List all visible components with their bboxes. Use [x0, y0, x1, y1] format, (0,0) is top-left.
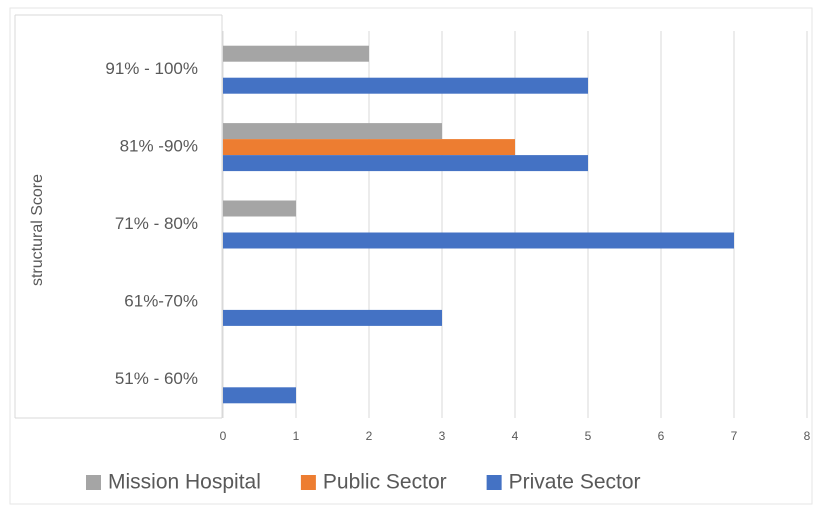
- x-tick-label: 0: [220, 429, 227, 443]
- legend-swatch: [86, 475, 101, 490]
- y-tick-label: 91% - 100%: [105, 59, 198, 78]
- bar: [223, 309, 442, 326]
- y-axis-title: structural Score: [29, 174, 46, 286]
- bar: [223, 45, 369, 62]
- y-tick-label: 71% - 80%: [115, 214, 198, 233]
- x-tick-label: 1: [293, 429, 300, 443]
- bar: [223, 200, 296, 217]
- bar: [223, 77, 588, 94]
- legend-swatch: [300, 475, 316, 490]
- x-tick-label: 8: [804, 429, 811, 443]
- x-tick-label: 6: [658, 429, 665, 443]
- x-tick-label: 5: [585, 429, 592, 443]
- x-tick-label: 4: [512, 429, 519, 443]
- y-tick-label: 61%-70%: [124, 291, 198, 310]
- y-tick-label: 81% -90%: [120, 137, 198, 156]
- legend-label: Private Sector: [509, 471, 641, 494]
- x-tick-label: 7: [731, 429, 738, 443]
- x-tick-label: 2: [366, 429, 373, 443]
- bar: [223, 123, 442, 140]
- bar: [223, 155, 588, 172]
- legend-label: Public Sector: [323, 471, 447, 494]
- legend-label: Mission Hospital: [108, 471, 261, 494]
- bar: [223, 387, 296, 404]
- y-tick-label: 51% - 60%: [115, 369, 198, 388]
- legend-swatch: [486, 475, 502, 490]
- bar: [223, 232, 734, 249]
- x-tick-label: 3: [439, 429, 446, 443]
- bar: [223, 139, 515, 156]
